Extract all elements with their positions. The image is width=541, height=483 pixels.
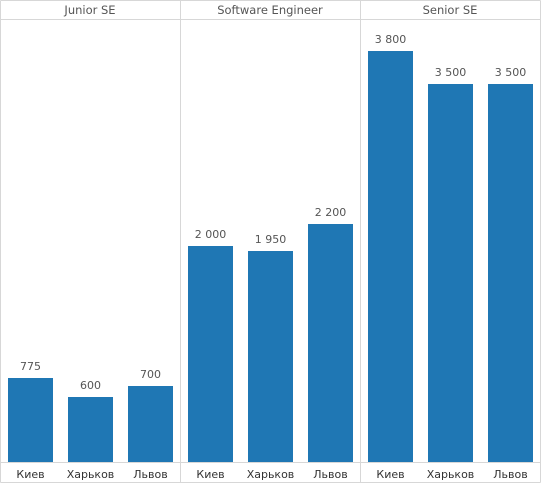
panel-title-junior-se: Junior SE xyxy=(63,3,115,17)
category-label-panel-2-item-2: Львов xyxy=(493,468,527,481)
bar-panel-2-item-2 xyxy=(488,84,533,462)
bar-panel-0-item-1 xyxy=(68,397,113,462)
bar-panel-1-item-2 xyxy=(308,224,353,462)
bar-panel-1-item-0 xyxy=(188,246,233,462)
panel-title-senior-se: Senior SE xyxy=(423,3,478,17)
value-labels-layer: 775 600 700 2 000 1 950 2 200 3 800 3 500 3 500 xyxy=(20,33,526,392)
category-label-panel-2-item-0: Киев xyxy=(376,468,404,481)
category-label-panel-1-item-2: Львов xyxy=(313,468,347,481)
category-labels-layer: Киев Харьков Львов Киев Харьков Львов Киев Харь… xyxy=(16,468,527,481)
category-label-panel-0-item-2: Львов xyxy=(133,468,167,481)
category-label-panel-0-item-1: Харьков xyxy=(67,468,115,481)
bar-panel-0-item-0 xyxy=(8,378,53,462)
value-label-panel-1-item-0: 2 000 xyxy=(195,228,227,241)
category-label-panel-1-item-0: Киев xyxy=(196,468,224,481)
bar-panel-0-item-2 xyxy=(128,386,173,462)
value-label-panel-0-item-2: 700 xyxy=(140,368,161,381)
category-label-panel-2-item-1: Харьков xyxy=(427,468,475,481)
value-label-panel-2-item-1: 3 500 xyxy=(435,66,467,79)
value-label-panel-2-item-0: 3 800 xyxy=(375,33,407,46)
bar-panel-2-item-0 xyxy=(368,51,413,462)
bars-layer xyxy=(8,51,533,462)
category-label-panel-0-item-0: Киев xyxy=(16,468,44,481)
panel-title-software-engineer: Software Engineer xyxy=(217,3,323,17)
bar-panel-1-item-1 xyxy=(248,251,293,462)
value-label-panel-2-item-2: 3 500 xyxy=(495,66,527,79)
value-label-panel-0-item-1: 600 xyxy=(80,379,101,392)
category-label-panel-1-item-1: Харьков xyxy=(247,468,295,481)
value-label-panel-1-item-2: 2 200 xyxy=(315,206,347,219)
value-label-panel-1-item-1: 1 950 xyxy=(255,233,287,246)
panel-titles: Junior SE Software Engineer Senior SE xyxy=(63,3,477,17)
bar-panel-2-item-1 xyxy=(428,84,473,462)
value-label-panel-0-item-0: 775 xyxy=(20,360,41,373)
